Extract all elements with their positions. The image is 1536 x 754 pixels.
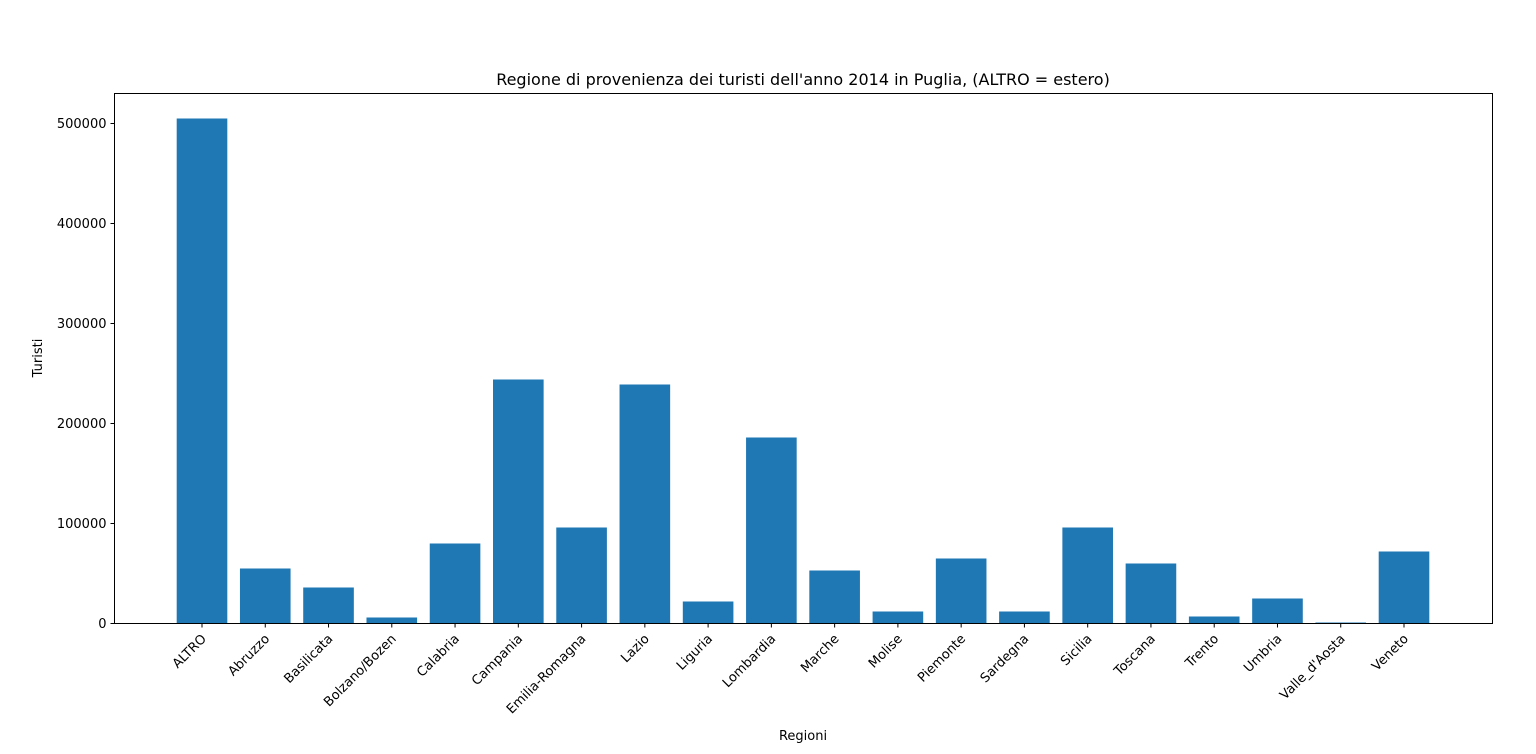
bar <box>935 558 987 624</box>
y-tick-label: 500000 <box>57 117 107 132</box>
bar <box>176 118 228 624</box>
x-tick-label: Umbria <box>1241 632 1285 676</box>
bar <box>366 617 418 624</box>
x-tick-label: ALTRO <box>170 632 210 672</box>
x-tick-label: Lombardia <box>720 632 779 691</box>
bar <box>999 611 1050 624</box>
x-tick-label: Sardegna <box>978 632 1032 686</box>
bar <box>1062 527 1113 624</box>
bar <box>809 570 860 624</box>
bar <box>303 587 354 624</box>
bar <box>429 543 481 624</box>
bar <box>1188 616 1240 624</box>
x-tick-label: Lazio <box>618 632 652 666</box>
x-tick-label: Campania <box>469 632 526 689</box>
x-tick-label: Piemonte <box>915 632 969 686</box>
x-tick-label: Basilicata <box>281 632 336 687</box>
x-tick-label: Sicilia <box>1058 632 1095 669</box>
x-tick-label: Liguria <box>674 632 716 674</box>
bar <box>556 527 607 624</box>
x-tick-label: Calabria <box>414 632 463 681</box>
x-tick-label: Molise <box>866 632 906 672</box>
bar <box>239 568 291 624</box>
y-tick-label: 400000 <box>57 217 107 232</box>
y-tick-label: 0 <box>98 617 106 632</box>
bar <box>1125 563 1177 624</box>
y-axis-label: Turisti <box>31 339 46 379</box>
bar <box>1378 551 1430 624</box>
plot-frame <box>114 93 1493 624</box>
chart-title: Regione di provenienza dei turisti dell'… <box>496 70 1110 89</box>
x-axis-label: Regioni <box>779 729 827 744</box>
bar <box>872 611 924 624</box>
x-tick-label: Abruzzo <box>225 632 273 680</box>
bar <box>1252 598 1303 624</box>
x-tick-label: Marche <box>798 632 842 676</box>
bar <box>619 384 671 624</box>
y-axis: 0 100000 200000 300000 400000 500000 <box>57 117 115 632</box>
y-tick-label: 200000 <box>57 417 107 432</box>
x-tick-label: Trento <box>1182 632 1222 672</box>
bar <box>746 437 797 624</box>
y-tick-label: 300000 <box>57 317 107 332</box>
x-tick-label: Valle_d'Aosta <box>1277 632 1348 703</box>
bar <box>493 379 544 624</box>
x-tick-label: Toscana <box>1111 632 1159 680</box>
x-tick-label: Veneto <box>1369 632 1412 675</box>
y-tick-label: 100000 <box>57 517 107 532</box>
bars-group <box>176 118 1430 624</box>
bar <box>682 601 734 624</box>
